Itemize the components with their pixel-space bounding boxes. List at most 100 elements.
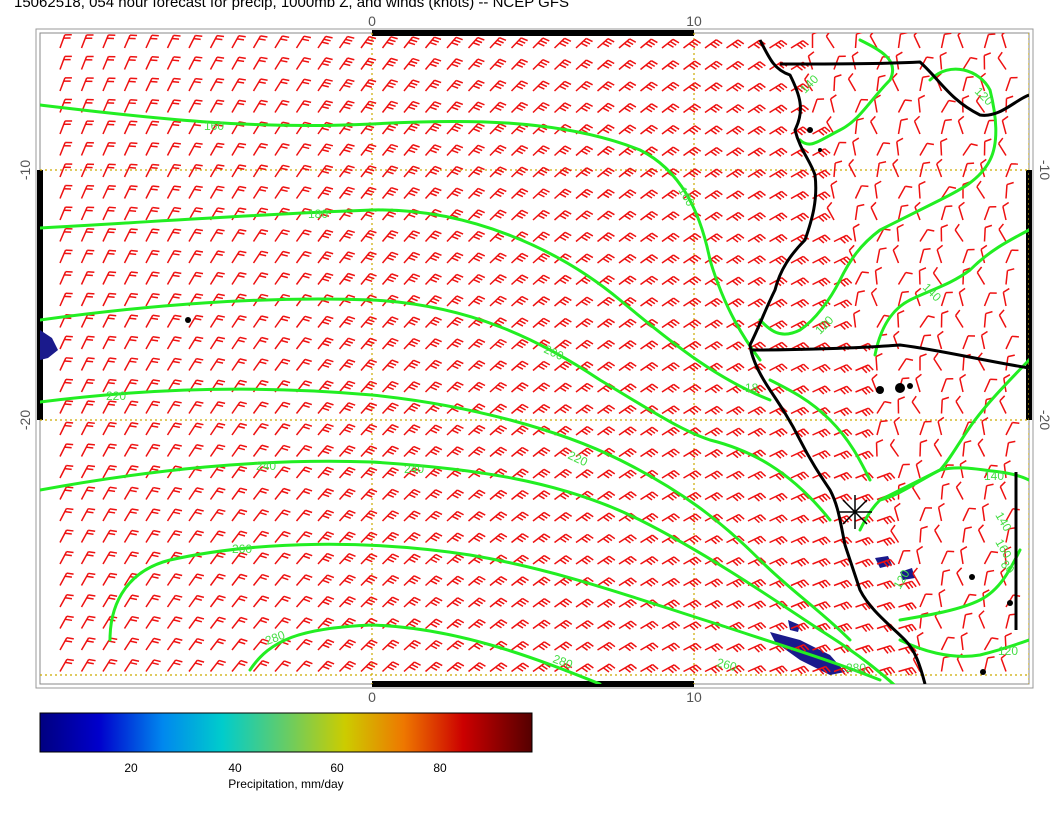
wind-barb-feather <box>389 254 397 259</box>
wind-barb-feather <box>322 299 330 304</box>
wind-barb-feather <box>215 274 224 278</box>
wind-barb-feather <box>109 465 117 468</box>
wind-barb-feather <box>627 320 634 326</box>
wind-barb-feather <box>280 145 288 149</box>
wind-barb <box>59 335 67 350</box>
wind-barb-feather <box>667 344 674 350</box>
wind-barb-feather <box>605 428 613 434</box>
wind-barb-feather <box>370 402 378 407</box>
wind-barb <box>932 272 943 285</box>
wind-barb-feather <box>896 137 904 143</box>
wind-barb <box>80 271 89 285</box>
wind-barb-feather <box>453 82 461 87</box>
wind-barb-feather <box>561 169 569 174</box>
wind-barb-feather <box>581 430 588 436</box>
wind-barb-feather <box>369 143 377 148</box>
wind-barb-feather <box>980 244 988 251</box>
wind-barb <box>876 315 885 328</box>
wind-barb-feather <box>562 363 570 369</box>
wind-barb-feather <box>585 37 593 43</box>
wind-barb-feather <box>629 81 637 87</box>
wind-barb-feather <box>559 322 567 328</box>
wind-barb-feather <box>645 193 653 199</box>
wind-barb-feather <box>302 189 310 193</box>
wind-barb-feather <box>237 210 245 214</box>
wind-barb-feather <box>516 214 524 219</box>
wind-barb-feather <box>537 236 545 241</box>
wind-barb-feather <box>131 443 139 447</box>
wind-barb-feather <box>408 63 416 67</box>
wind-barb-feather <box>343 407 351 412</box>
wind-barb-feather <box>540 212 548 217</box>
wind-barb-feather <box>710 64 717 70</box>
wind-barb-feather <box>629 210 637 216</box>
wind-barb-feather <box>370 423 378 428</box>
colorbar-tick: 20 <box>124 761 138 775</box>
wind-barb <box>424 165 436 178</box>
wind-barb-feather <box>172 339 180 342</box>
wind-barb-feather <box>345 167 353 172</box>
wind-barb-feather <box>796 280 803 287</box>
wind-barb-feather <box>645 279 653 285</box>
wind-barb-feather <box>562 449 570 455</box>
wind-barb <box>252 164 262 178</box>
wind-barb-feather <box>150 231 158 234</box>
wind-barb <box>998 229 1007 242</box>
wind-barb-feather <box>518 147 526 152</box>
wind-barb-feather <box>673 275 680 282</box>
wind-barb-feather <box>196 400 204 404</box>
wind-barb-feather <box>367 211 375 215</box>
wind-barb-feather <box>670 191 677 197</box>
wind-barb-feather <box>565 361 572 366</box>
wind-barb <box>231 35 240 49</box>
wind-barb-feather <box>537 150 545 155</box>
wind-barb-feather <box>691 256 699 262</box>
wind-barb <box>854 292 859 307</box>
wind-barb-feather <box>759 255 766 261</box>
wind-barb-feather <box>713 213 720 219</box>
wind-barb-feather <box>516 386 524 392</box>
wind-barb-feather <box>605 406 613 412</box>
wind-barb-feather <box>645 236 653 242</box>
wind-barb-feather <box>173 56 181 59</box>
wind-barb-feather <box>391 359 399 364</box>
wind-barb-feather <box>367 426 375 431</box>
wind-barb-feather <box>172 166 180 170</box>
wind-barb <box>983 34 990 49</box>
wind-barb <box>102 163 110 178</box>
wind-barb-feather <box>861 185 869 188</box>
wind-barb-feather <box>893 416 901 423</box>
wind-barb-feather <box>193 37 201 41</box>
wind-barb-feather <box>364 41 373 45</box>
wind-barb-feather <box>775 366 782 373</box>
wind-barb <box>467 338 480 350</box>
wind-barb <box>102 120 110 135</box>
wind-barb-feather <box>410 319 418 324</box>
wind-barb-feather <box>694 146 702 152</box>
wind-barb-feather <box>260 121 268 125</box>
wind-barb <box>145 207 154 221</box>
wind-barb-feather <box>651 167 658 173</box>
wind-barb-feather <box>172 123 180 127</box>
wind-barb-feather <box>538 386 545 392</box>
wind-barb <box>295 100 305 113</box>
wind-barb <box>166 293 176 307</box>
wind-barb-feather <box>737 104 745 110</box>
wind-barb-feather <box>540 82 548 88</box>
wind-barb-feather <box>456 446 464 451</box>
wind-barb-feather <box>734 235 742 241</box>
wind-barb-feather <box>304 207 312 212</box>
wind-barb-feather <box>195 77 203 81</box>
wind-barb-feather <box>710 43 717 49</box>
wind-barb <box>252 358 263 371</box>
wind-barb-feather <box>861 388 868 395</box>
wind-barb-feather <box>627 299 634 305</box>
wind-barb-feather <box>282 164 290 168</box>
wind-barb-feather <box>496 104 504 109</box>
wind-barb-feather <box>799 41 806 48</box>
wind-barb <box>123 250 132 264</box>
wind-barb-feather <box>713 256 720 263</box>
wind-barb-feather <box>477 123 485 128</box>
plot-area <box>39 32 1030 685</box>
wind-barb-feather <box>583 406 591 412</box>
